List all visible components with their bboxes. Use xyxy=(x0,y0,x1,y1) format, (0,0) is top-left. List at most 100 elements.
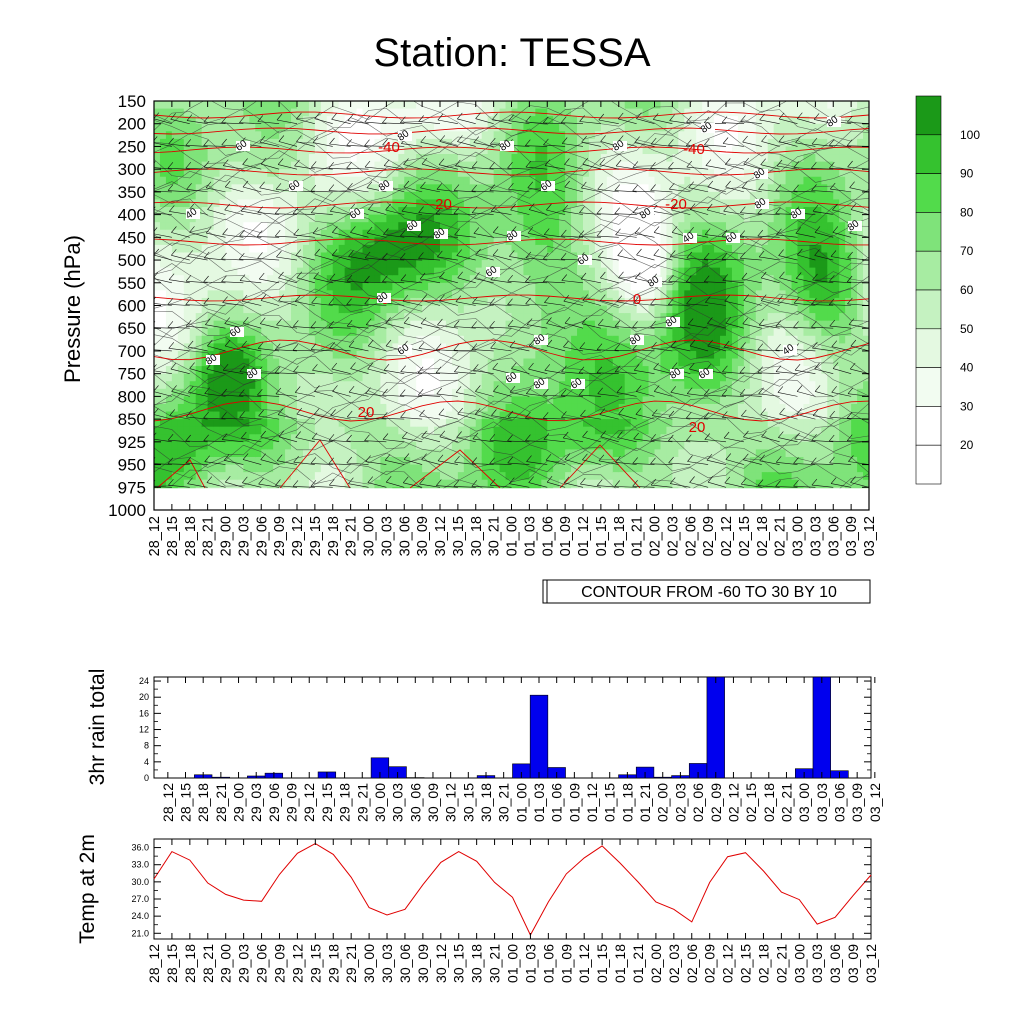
humidity-cell xyxy=(189,479,197,488)
humidity-cell xyxy=(434,101,441,110)
humidity-cell xyxy=(451,403,459,413)
humidity-cell xyxy=(481,328,489,337)
humidity-cell xyxy=(195,199,203,208)
humidity-cell xyxy=(475,237,483,246)
humidity-cell xyxy=(243,358,250,367)
humidity-cell xyxy=(541,305,548,314)
humidity-cell xyxy=(535,229,542,238)
humidity-cell xyxy=(547,419,554,428)
humidity-cell xyxy=(165,472,173,481)
humidity-cell xyxy=(708,108,715,117)
humidity-cell xyxy=(523,297,530,307)
humidity-cell xyxy=(648,441,656,451)
humidity-cell xyxy=(553,419,560,428)
humidity-cell xyxy=(612,479,620,488)
humidity-cell xyxy=(261,244,268,254)
humidity-cell xyxy=(189,320,197,329)
humidity-cell xyxy=(338,426,346,435)
humidity-cell xyxy=(690,244,697,254)
humidity-cell xyxy=(696,101,703,110)
humidity-cell xyxy=(529,222,536,231)
humidity-cell xyxy=(636,403,644,413)
humidity-cell xyxy=(350,146,358,155)
humidity-cell xyxy=(690,472,697,481)
humidity-cell xyxy=(344,252,352,261)
humidity-cell xyxy=(565,419,572,428)
humidity-cell xyxy=(392,350,399,360)
humidity-cell xyxy=(463,176,471,185)
humidity-cell xyxy=(177,184,185,193)
humidity-cell xyxy=(434,472,441,481)
humidity-cell xyxy=(338,267,346,276)
humidity-cell xyxy=(606,146,614,155)
humidity-cell xyxy=(547,479,554,488)
humidity-cell xyxy=(231,381,239,390)
humidity-cell xyxy=(648,199,656,208)
humidity-cell xyxy=(559,237,566,246)
humidity-cell xyxy=(451,350,459,360)
humidity-cell xyxy=(338,222,346,231)
humidity-cell xyxy=(588,131,596,140)
humidity-cell xyxy=(380,207,387,216)
humidity-cell xyxy=(547,396,554,405)
humidity-cell xyxy=(445,441,453,451)
humidity-cell xyxy=(565,184,572,193)
humidity-cell xyxy=(612,176,620,185)
humidity-cell xyxy=(696,434,703,443)
humidity-cell xyxy=(374,434,382,443)
humidity-cell xyxy=(493,154,501,163)
humidity-cell xyxy=(583,199,590,208)
humidity-cell xyxy=(499,388,507,397)
humidity-cell xyxy=(404,441,411,451)
humidity-cell xyxy=(320,313,328,322)
humidity-cell xyxy=(386,479,393,488)
humidity-cell xyxy=(529,396,536,405)
humidity-cell xyxy=(606,123,614,132)
humidity-cell xyxy=(374,381,382,390)
humidity-cell xyxy=(672,252,679,261)
humidity-cell xyxy=(314,191,322,201)
humidity-cell xyxy=(636,184,644,193)
humidity-cell xyxy=(159,297,167,307)
humidity-cell xyxy=(565,366,572,375)
humidity-cell xyxy=(565,434,572,443)
humidity-cell xyxy=(517,146,525,155)
humidity-cell xyxy=(606,313,614,322)
humidity-cell xyxy=(517,214,525,223)
humidity-cell xyxy=(440,419,447,428)
humidity-cell xyxy=(553,290,560,299)
humidity-cell xyxy=(440,343,447,352)
humidity-cell xyxy=(636,381,644,390)
humidity-cell xyxy=(612,396,620,405)
humidity-cell xyxy=(213,411,221,420)
humidity-cell xyxy=(588,358,596,367)
humidity-cell xyxy=(332,169,340,178)
humidity-cell xyxy=(297,373,304,382)
humidity-cell xyxy=(356,403,364,413)
humidity-cell xyxy=(457,426,465,435)
humidity-cell xyxy=(428,275,435,284)
humidity-cell xyxy=(511,434,519,443)
humidity-cell xyxy=(714,138,721,148)
humidity-cell xyxy=(493,320,501,329)
humidity-cell xyxy=(249,328,256,337)
humidity-cell xyxy=(249,479,256,488)
humidity-cell xyxy=(672,275,679,284)
humidity-cell xyxy=(708,154,715,163)
humidity-cell xyxy=(386,267,393,276)
humidity-cell xyxy=(154,426,161,435)
humidity-cell xyxy=(541,131,548,140)
humidity-cell xyxy=(594,396,602,405)
humidity-cell xyxy=(475,358,483,367)
humidity-cell xyxy=(588,252,596,261)
humidity-cell xyxy=(535,456,542,466)
humidity-cell xyxy=(243,116,250,125)
humidity-cell xyxy=(702,282,709,291)
humidity-cell xyxy=(547,244,554,254)
humidity-cell xyxy=(463,305,471,314)
humidity-cell xyxy=(279,358,286,367)
humidity-cell xyxy=(457,267,465,276)
humidity-cell xyxy=(165,373,173,382)
humidity-cell xyxy=(636,116,644,125)
humidity-cell xyxy=(577,373,584,382)
